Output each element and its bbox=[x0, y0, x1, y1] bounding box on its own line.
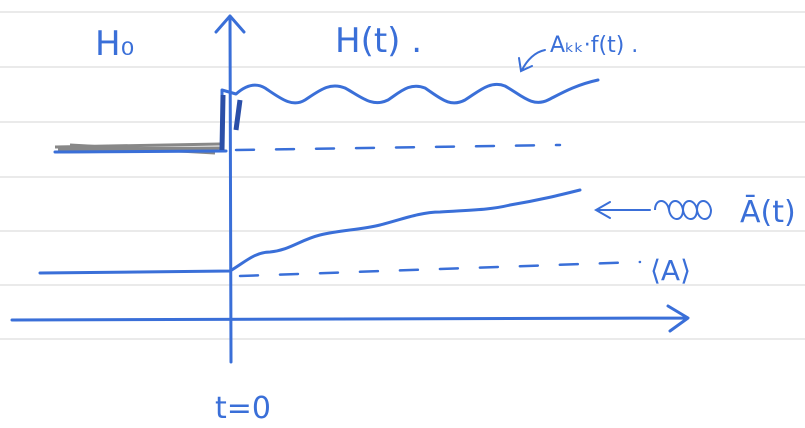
avg-dashed bbox=[240, 262, 640, 276]
abar-label: Ā(t) bbox=[740, 194, 796, 230]
horizontal-axis bbox=[12, 306, 688, 331]
vertical-axis bbox=[216, 16, 244, 362]
akk-arrow bbox=[519, 50, 545, 71]
akk-label: Aₖₖ·f(t) . bbox=[550, 33, 638, 58]
h0-dashed bbox=[236, 145, 560, 150]
abar-arrow bbox=[596, 202, 650, 218]
avg-label: ⟨A⟩ bbox=[650, 254, 691, 287]
h0-label: H₀ bbox=[95, 24, 134, 64]
ht-label: H(t) . bbox=[335, 21, 422, 61]
ht-curve bbox=[222, 80, 598, 150]
t0-label: t=0 bbox=[215, 391, 271, 426]
scribble bbox=[655, 201, 711, 219]
sketch: H₀ H(t) . Aₖₖ·f(t) . Ā(t) ⟨A⟩ t=0 bbox=[0, 0, 805, 428]
h0-level bbox=[55, 151, 226, 152]
